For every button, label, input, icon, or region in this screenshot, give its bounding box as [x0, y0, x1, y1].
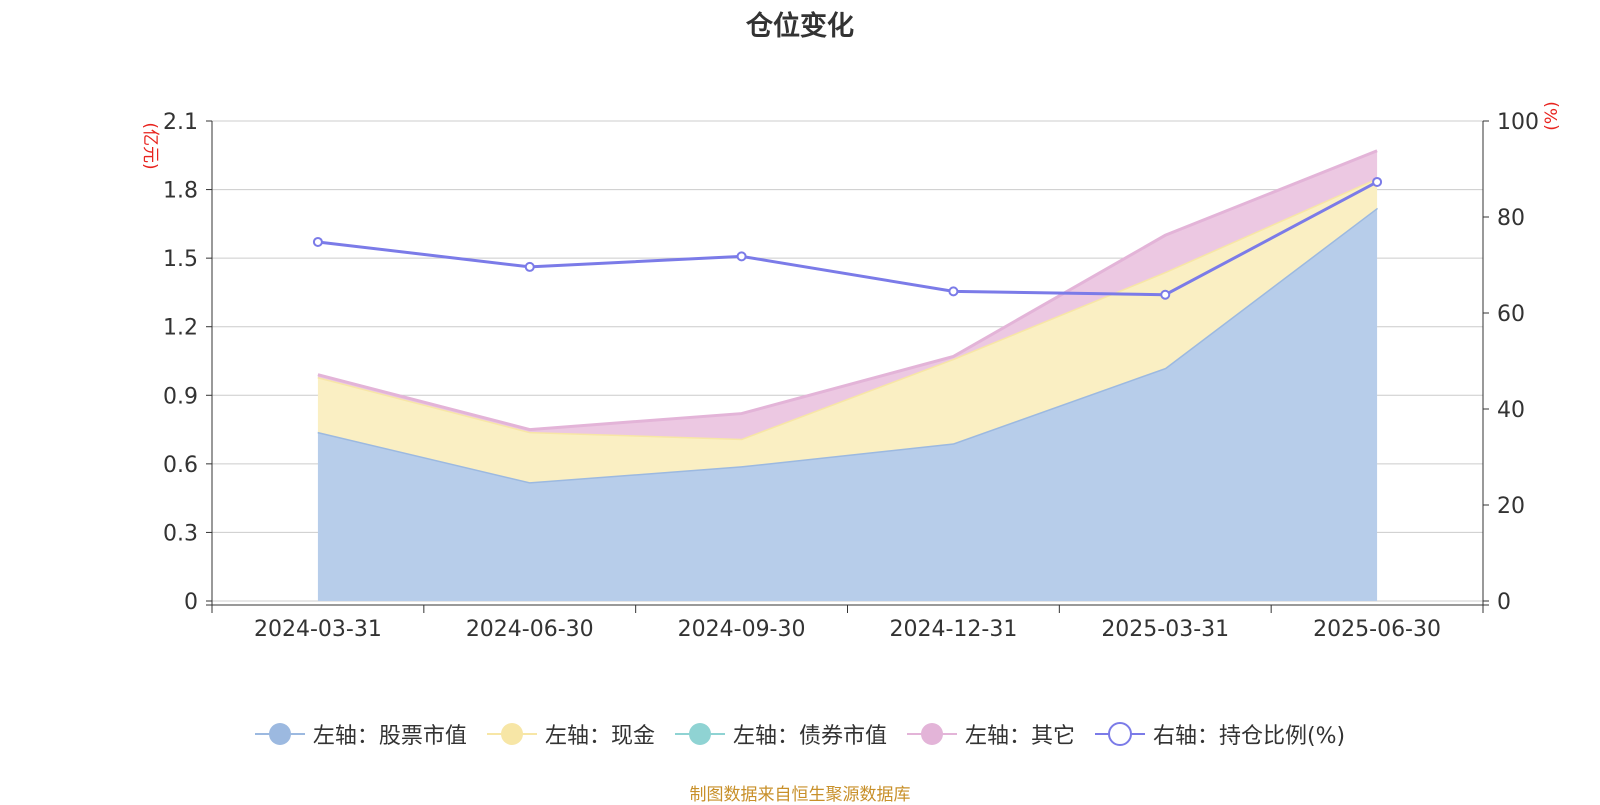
y-left-tick-label: 2.1	[163, 110, 198, 135]
legend-item[interactable]: 左轴：债券市值	[674, 718, 887, 750]
legend-label: 左轴：股票市值	[312, 724, 467, 749]
y-left-tick-label: 1.8	[163, 179, 198, 204]
x-tick-label: 2025-06-30	[1313, 617, 1441, 642]
area-line-左轴：其它	[317, 149, 1378, 432]
line-point	[1372, 176, 1383, 187]
y-right-tick-label: 40	[1497, 398, 1525, 423]
legend-item[interactable]: 左轴：股票市值	[254, 718, 467, 750]
x-tick-label: 2024-09-30	[678, 617, 806, 642]
y-right-tick-label: 20	[1497, 494, 1525, 519]
line-point	[312, 236, 323, 247]
y-right-unit-label: (%)	[1542, 101, 1562, 130]
chart-title: 仓位变化	[746, 11, 854, 42]
legend-item[interactable]: 左轴：现金	[486, 718, 655, 750]
line-point	[948, 286, 959, 297]
line-point	[1160, 289, 1171, 300]
legend-label: 左轴：现金	[544, 724, 655, 749]
y-right-tick-label: 60	[1497, 302, 1525, 327]
y-right-tick-label: 100	[1497, 110, 1539, 135]
y-left-tick-label: 0.3	[163, 521, 198, 546]
legend-item[interactable]: 右轴：持仓比例(%)	[1094, 718, 1346, 750]
legend-marker-icon	[674, 723, 725, 745]
legend-marker-icon	[906, 723, 957, 745]
y-right-tick-label: 0	[1497, 590, 1511, 615]
y-left-tick-label: 0	[184, 590, 198, 615]
y-right-tick-label: 80	[1497, 206, 1525, 231]
legend-label: 左轴：债券市值	[732, 724, 887, 749]
line-point	[736, 251, 747, 262]
y-left-tick-label: 0.9	[163, 384, 198, 409]
source-note: 制图数据来自恒生聚源数据库	[689, 785, 911, 805]
legend-marker-icon	[1094, 722, 1145, 746]
area-左轴：现金	[317, 178, 1378, 483]
x-tick-label: 2024-12-31	[889, 617, 1017, 642]
legend-label: 左轴：其它	[964, 724, 1075, 749]
legend-item[interactable]: 左轴：其它	[906, 718, 1075, 750]
y-left-tick-label: 0.6	[163, 453, 198, 478]
x-tick-label: 2025-03-31	[1101, 617, 1229, 642]
y-left-tick-label: 1.2	[163, 316, 198, 341]
x-tick-label: 2024-03-31	[254, 617, 382, 642]
y-left-tick-label: 1.5	[163, 247, 198, 272]
legend-label: 右轴：持仓比例(%)	[1152, 724, 1346, 749]
area-左轴：股票市值	[317, 207, 1378, 601]
line-point	[524, 261, 535, 272]
line-series	[317, 180, 1378, 297]
legend-marker-icon	[254, 723, 305, 745]
y-left-unit-label: (亿元)	[140, 122, 160, 169]
legend: 左轴：股票市值 左轴：现金 左轴：债券市值 左轴：其它 右轴：持仓比例(%)	[0, 718, 1600, 750]
legend-marker-icon	[486, 723, 537, 745]
x-tick-label: 2024-06-30	[466, 617, 594, 642]
chart-plot: 0 0.3 0.6 0.9 1.2 1.5 1.8 2.1 0 20 40 60 80 100 (亿元) (%…	[140, 101, 1562, 642]
